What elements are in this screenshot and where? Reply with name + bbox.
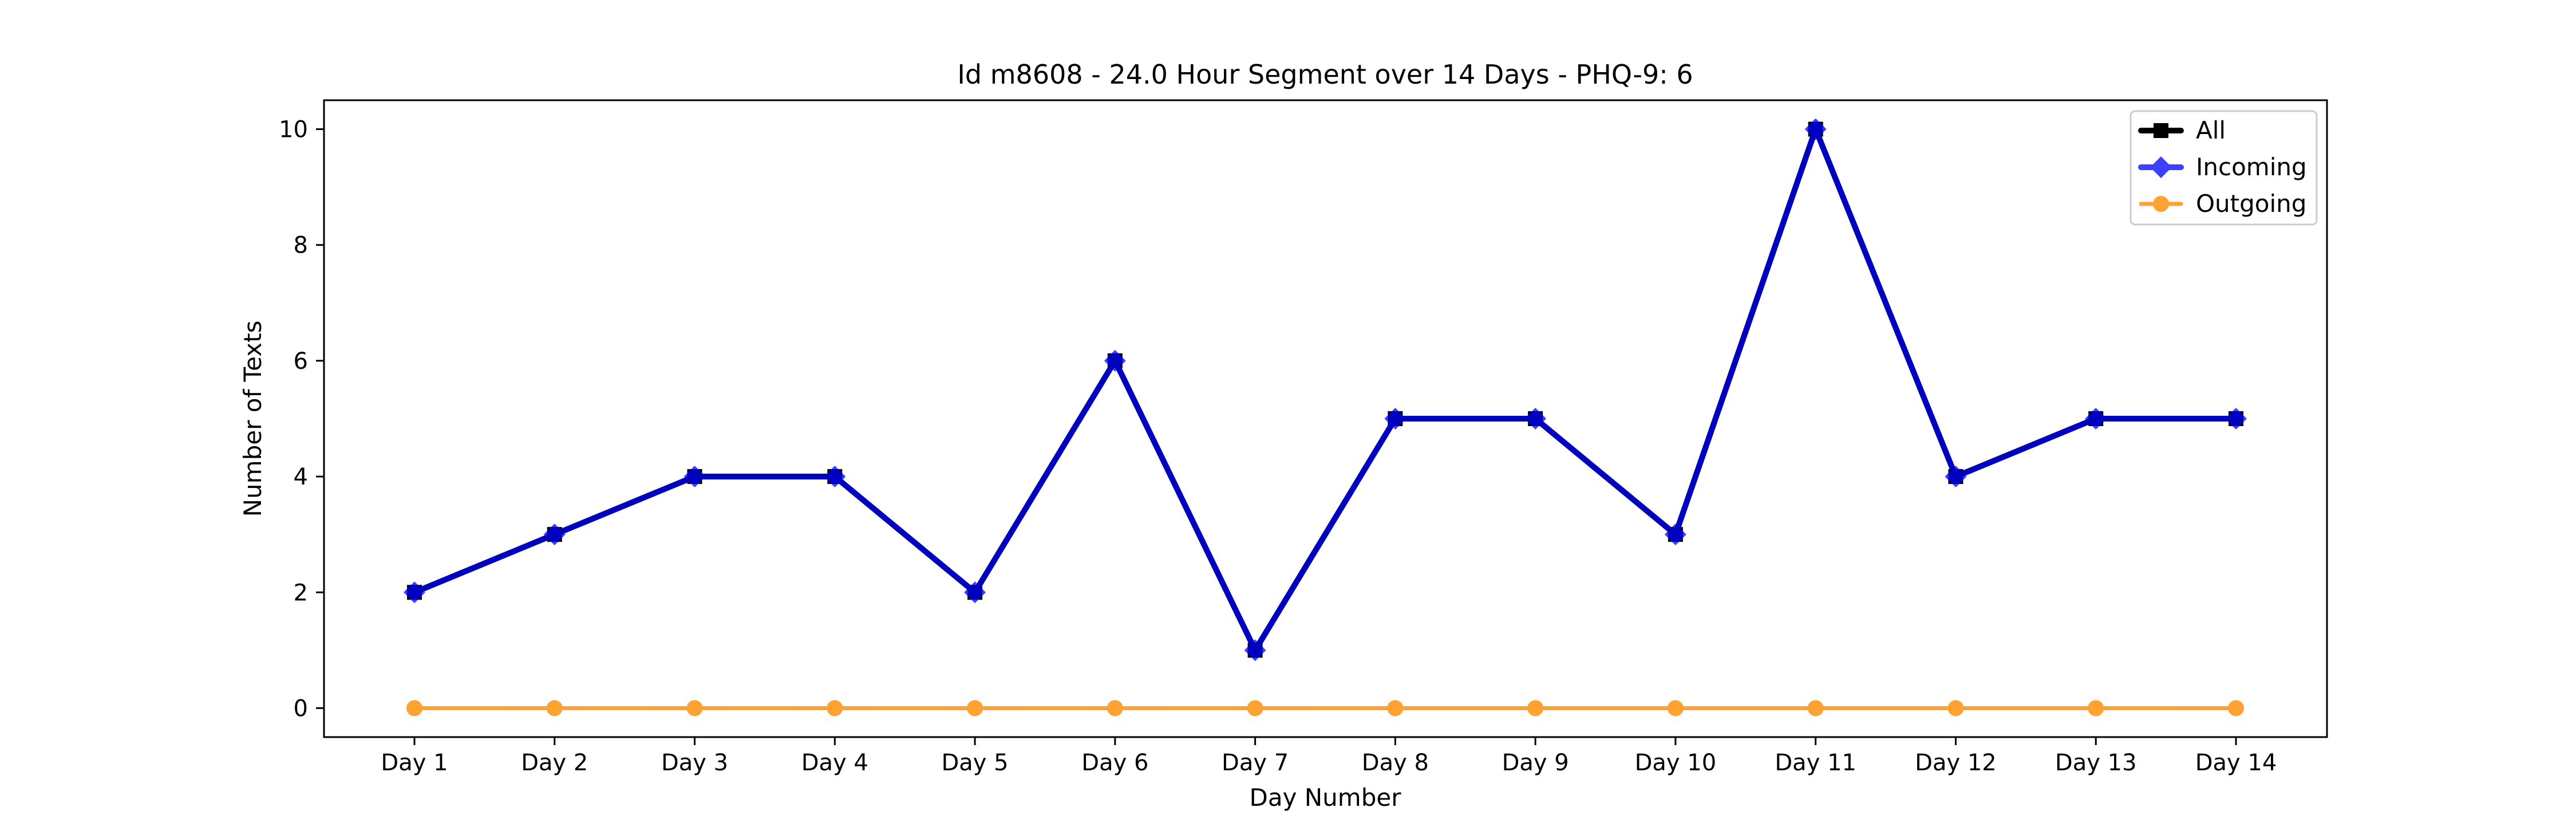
point-outgoing-day-13	[2088, 700, 2104, 716]
point-incoming-day-14	[2225, 408, 2247, 430]
series-layer	[404, 118, 2247, 716]
y-tick-label-1: 0	[294, 695, 308, 722]
point-outgoing-day-6	[1107, 700, 1123, 716]
point-outgoing-day-5	[967, 700, 983, 716]
x-tick-label-10: Day 10	[1635, 750, 1717, 776]
point-incoming-day-5	[964, 581, 986, 604]
x-tick-label-6: Day 6	[1081, 750, 1148, 776]
y-axis: 0 2 4 6 8 10	[279, 117, 324, 722]
chart-title: Id m8608 - 24.0 Hour Segment over 14 Day…	[957, 59, 1693, 90]
legend-marker-outgoing	[2153, 196, 2169, 212]
x-tick-label-11: Day 11	[1775, 750, 1856, 776]
point-incoming-day-9	[1524, 408, 1547, 430]
series-incoming	[404, 118, 2247, 661]
x-tick-label-4: Day 4	[801, 750, 868, 776]
point-outgoing-day-9	[1527, 700, 1544, 716]
x-axis-label: Day Number	[1249, 783, 1401, 812]
y-tick-label-6: 10	[279, 117, 308, 143]
point-incoming-day-6	[1104, 349, 1126, 372]
y-tick-label-2: 2	[294, 580, 308, 606]
y-axis-label: Number of Texts	[239, 321, 267, 517]
point-incoming-day-8	[1384, 408, 1406, 430]
x-tick-label-12: Day 12	[1915, 750, 1997, 776]
point-outgoing-day-4	[827, 700, 843, 716]
series-all	[407, 121, 2243, 658]
point-outgoing-day-11	[1807, 700, 1824, 716]
x-tick-label-9: Day 9	[1502, 750, 1569, 776]
legend-marker-all	[2154, 123, 2168, 138]
point-incoming-day-12	[1945, 466, 1967, 488]
point-outgoing-day-14	[2228, 700, 2244, 716]
series-line-all	[412, 126, 2239, 653]
series-outgoing	[406, 700, 2244, 716]
legend-label-outgoing: Outgoing	[2196, 190, 2306, 218]
point-incoming-day-3	[683, 466, 706, 488]
point-outgoing-day-12	[1947, 700, 1964, 716]
x-tick-label-1: Day 1	[381, 750, 448, 776]
y-tick-label-4: 6	[294, 348, 308, 375]
x-tick-label-13: Day 13	[2055, 750, 2137, 776]
point-incoming-day-2	[543, 523, 566, 546]
point-incoming-day-1	[404, 581, 425, 604]
y-tick-label-3: 4	[294, 464, 308, 490]
x-tick-label-7: Day 7	[1222, 750, 1289, 776]
y-tick-label-5: 8	[294, 233, 308, 259]
legend-sample-all	[2138, 123, 2184, 138]
point-outgoing-day-8	[1387, 700, 1404, 716]
x-tick-label-14: Day 14	[2195, 750, 2277, 776]
point-outgoing-day-3	[686, 700, 703, 716]
point-incoming-day-10	[1664, 523, 1686, 546]
x-axis: Day 1 Day 2 Day 3 Day 4 Day 5 Day 6 Day 7 Day 8…	[381, 737, 2277, 776]
legend-sample-outgoing	[2139, 196, 2183, 212]
point-outgoing-day-10	[1667, 700, 1684, 716]
legend-marker-incoming	[2150, 156, 2172, 178]
point-incoming-day-4	[824, 466, 846, 488]
point-outgoing-day-1	[406, 700, 422, 716]
point-incoming-day-13	[2085, 408, 2107, 430]
x-tick-label-8: Day 8	[1362, 750, 1429, 776]
point-incoming-day-11	[1804, 118, 1827, 140]
x-tick-label-5: Day 5	[941, 750, 1008, 776]
legend-box	[2129, 110, 2318, 226]
point-incoming-day-7	[1244, 639, 1266, 661]
plot-area-frame	[323, 99, 2328, 738]
legend: All Incoming Outgoing	[2129, 110, 2318, 226]
x-tick-label-3: Day 3	[661, 750, 728, 776]
x-tick-label-2: Day 2	[521, 750, 588, 776]
legend-label-all: All	[2196, 116, 2226, 144]
legend-label-incoming: Incoming	[2196, 153, 2307, 181]
point-outgoing-day-2	[546, 700, 563, 716]
legend-sample-incoming	[2138, 156, 2184, 178]
series-line-incoming	[412, 126, 2239, 653]
point-outgoing-day-7	[1247, 700, 1263, 716]
